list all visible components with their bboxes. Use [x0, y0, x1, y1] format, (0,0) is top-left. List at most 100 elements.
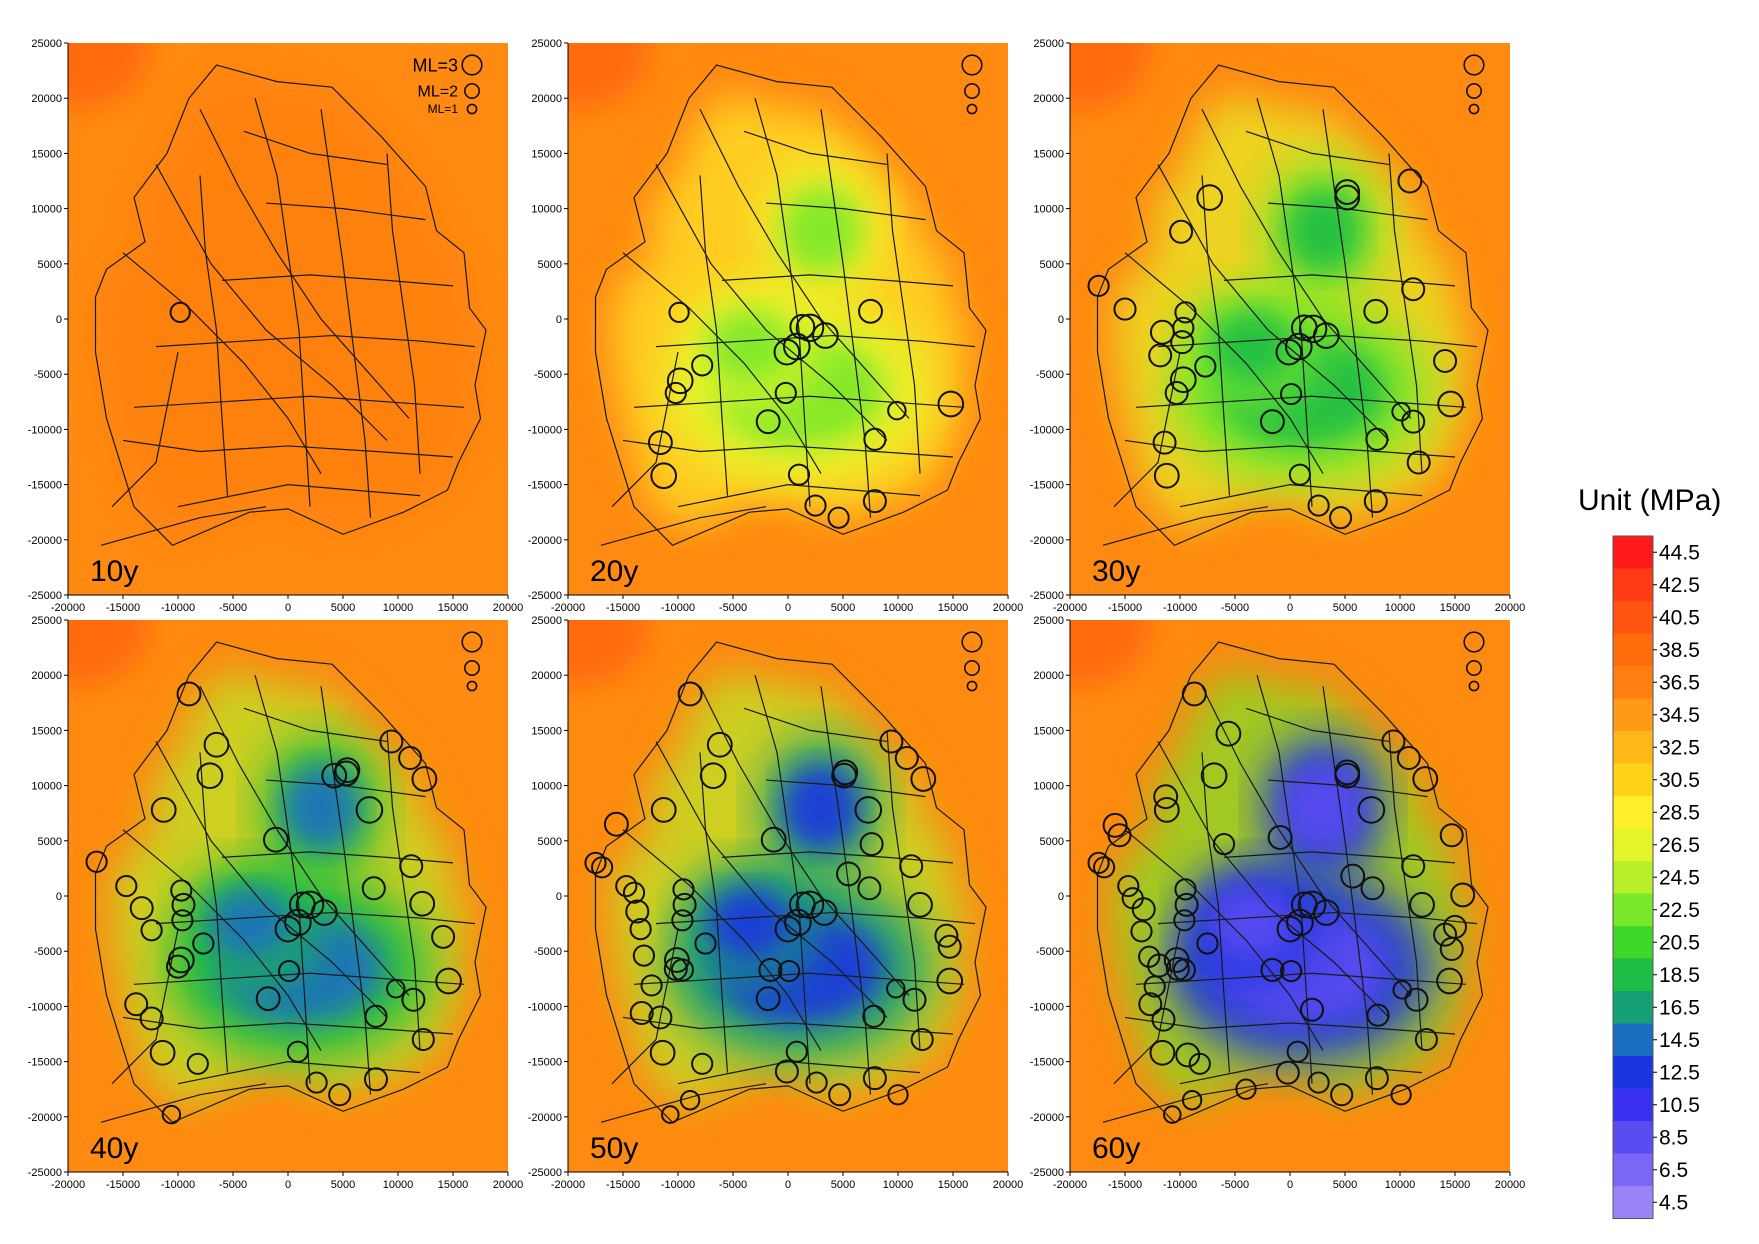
fault-line [320, 686, 372, 1095]
x-tick-label: 0 [785, 602, 791, 614]
fault-line [820, 109, 872, 518]
colorbar-label: 10.5 [1659, 1094, 1700, 1117]
colorbar-label: 28.5 [1659, 801, 1700, 824]
seismic-event [795, 313, 825, 343]
seismic-event [854, 796, 883, 824]
lowest-stress-core [706, 310, 793, 384]
x-tick-label: -5000 [219, 1179, 247, 1191]
seismic-event [305, 1071, 328, 1094]
seismic-event [668, 301, 690, 324]
fault-line [699, 752, 729, 1073]
fault-line [155, 164, 388, 441]
seismic-event [278, 959, 301, 983]
seismic-event [622, 881, 646, 904]
seismic-event [1433, 348, 1458, 373]
y-tick-label: 25000 [31, 615, 62, 627]
y-tick-label: 10000 [531, 781, 562, 793]
seismic-event [937, 934, 962, 959]
fault-line [1135, 395, 1467, 408]
seismic-event [1267, 825, 1293, 850]
seismic-event [1390, 1084, 1412, 1106]
lowest-stress-core [781, 764, 861, 851]
seismic-event [1406, 450, 1431, 475]
colorbar-label: 24.5 [1659, 866, 1700, 889]
y-tick-label: 10000 [531, 204, 562, 216]
fault-line [699, 108, 910, 419]
y-tick-label: 20000 [1033, 670, 1064, 682]
seismic-event [857, 876, 882, 901]
colorbar-label: 30.5 [1659, 769, 1700, 792]
x-tick-label: -15000 [606, 1179, 640, 1191]
seismic-event [1181, 681, 1207, 707]
seismic-event [785, 1040, 808, 1063]
seismic-event [1113, 297, 1137, 321]
seismic-event [255, 986, 281, 1012]
x-tick-label: -5000 [719, 1179, 747, 1191]
colorbar-label: 26.5 [1659, 834, 1700, 857]
fault-line [1322, 109, 1374, 518]
legend-circle-ml1 [966, 680, 978, 692]
lowest-stress-core [1208, 310, 1295, 384]
seismic-event [161, 1104, 182, 1125]
seismic-event [812, 322, 839, 349]
seismic-event [862, 489, 887, 514]
y-tick-label: 0 [1058, 891, 1064, 903]
fault-line [386, 730, 421, 1051]
fault-line [1102, 506, 1269, 546]
fault-line [100, 506, 267, 546]
fault-line [765, 202, 926, 221]
seismic-event [286, 1040, 309, 1063]
legend-circle-ml3 [461, 631, 483, 653]
colorbar-label: 38.5 [1659, 639, 1700, 662]
y-tick-label: 20000 [31, 670, 62, 682]
seismic-event [328, 1083, 352, 1107]
seismic-event [176, 681, 202, 707]
seismic-event [1275, 1060, 1300, 1085]
seismic-event [1450, 882, 1476, 908]
plot-area [1070, 43, 1510, 595]
x-tick-label: -10000 [161, 602, 195, 614]
seismic-event [1151, 1007, 1176, 1032]
seismic-event [1117, 874, 1140, 898]
seismic-event [661, 1105, 680, 1124]
seismic-event [859, 832, 884, 857]
panel-time-label: 40y [90, 1132, 138, 1165]
y-tick-label: 10000 [1033, 781, 1064, 793]
legend-circle-ml3 [1463, 54, 1485, 76]
fault-line [199, 108, 410, 419]
seismic-event [386, 978, 406, 999]
seismic-event [1288, 463, 1311, 486]
x-tick-label: 15000 [438, 602, 469, 614]
colorbar-label: 34.5 [1659, 704, 1700, 727]
seismic-event [699, 762, 727, 790]
seismic-event [1401, 409, 1426, 434]
seismic-event [788, 891, 816, 919]
y-tick-label: 0 [556, 314, 562, 326]
y-tick-label: 5000 [38, 836, 62, 848]
seismic-event [1143, 975, 1166, 998]
y-tick-label: -5000 [34, 369, 62, 381]
x-tick-label: 15000 [1440, 1179, 1471, 1191]
fault-line [699, 685, 910, 996]
seismic-event [1196, 932, 1219, 955]
lowest-stress-core [1283, 764, 1363, 851]
y-tick-label: 20000 [531, 670, 562, 682]
y-tick-label: 5000 [38, 259, 62, 271]
seismic-event [85, 850, 108, 873]
fault-line [221, 274, 454, 287]
seismic-event [650, 796, 677, 823]
x-tick-label: 0 [1287, 1179, 1293, 1191]
seismic-event [670, 958, 694, 982]
seismic-event [150, 796, 177, 823]
seismic-event [1153, 784, 1179, 810]
seismic-event [1173, 909, 1196, 932]
x-tick-label: -10000 [1163, 1179, 1197, 1191]
seismic-event [1165, 956, 1190, 981]
fault-line [1157, 911, 1478, 925]
seismic-event [1260, 957, 1285, 982]
seismic-event [778, 959, 801, 983]
x-tick-label: 10000 [383, 602, 414, 614]
fault-line [655, 334, 976, 348]
seismic-event [1290, 314, 1318, 342]
y-tick-label: -20000 [1030, 1112, 1064, 1124]
